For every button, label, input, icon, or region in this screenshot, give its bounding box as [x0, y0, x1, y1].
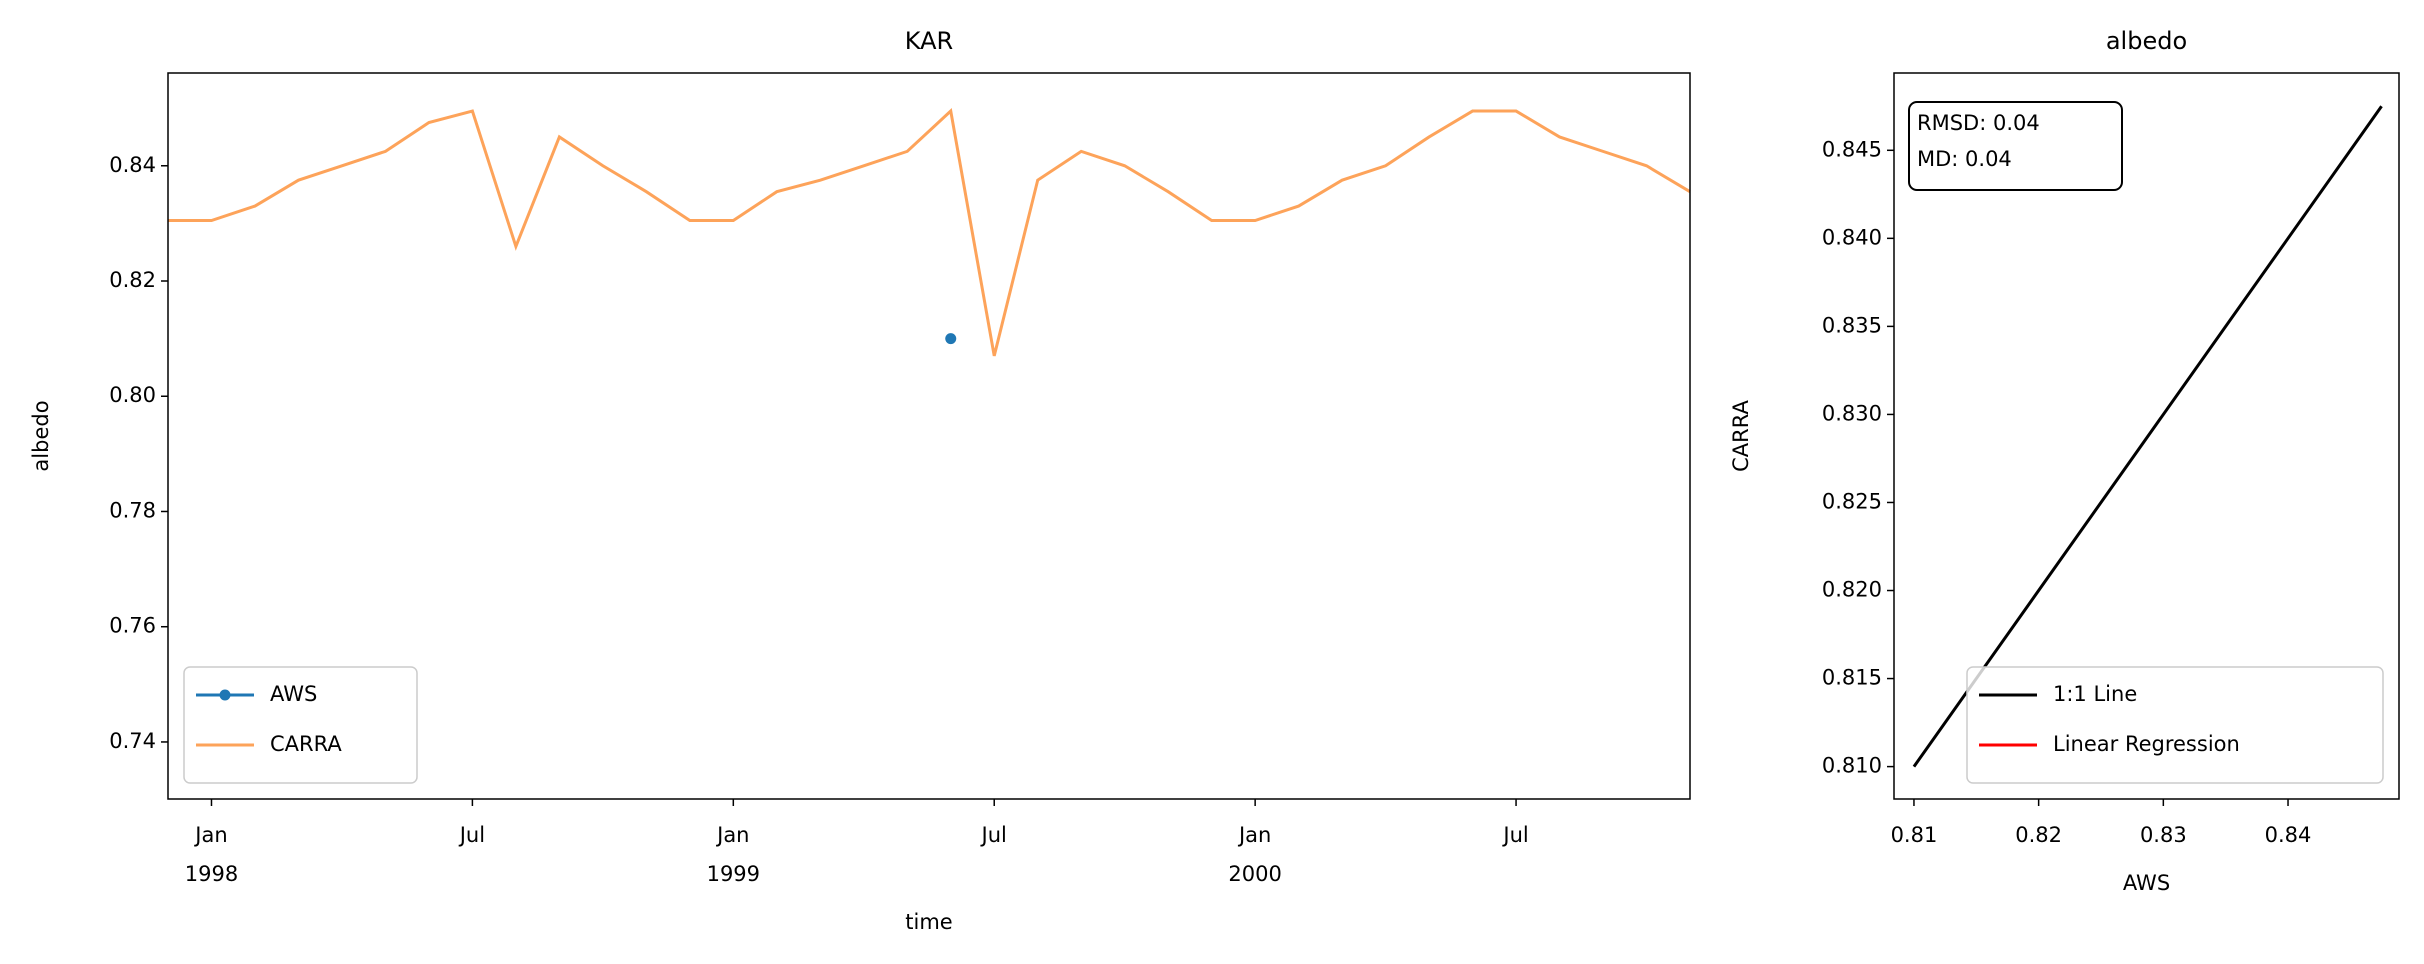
- axes-frame: [167, 72, 1691, 800]
- annotation-box: [1908, 101, 2123, 191]
- axes: albedo AWS CARRA 0.810 0.815 0.820 0.825 0.830 0…: [1729, 27, 2400, 895]
- y-tick-label: 0.825: [1822, 489, 1882, 513]
- y-tick-label: 0.820: [1822, 578, 1882, 602]
- x-tick-label: 0.83: [2140, 823, 2187, 847]
- data-point: [945, 333, 957, 345]
- x-tick-label: 0.82: [2015, 823, 2062, 847]
- y-tick-label: 0.82: [109, 268, 156, 292]
- series-line: [1912, 105, 2383, 768]
- y-tick-label: 0.810: [1822, 754, 1882, 778]
- y-tick-label: 0.84: [109, 153, 156, 177]
- legend-label: AWS: [270, 682, 317, 706]
- annotation: RMSD: 0.04: [1917, 111, 2040, 135]
- x-axis-label: AWS: [2123, 871, 2170, 895]
- y-tick-label: 0.845: [1822, 137, 1882, 161]
- legend-marker: [219, 689, 231, 701]
- x-axis-label: time: [905, 910, 952, 934]
- x-tick-label: 0.81: [1891, 823, 1938, 847]
- series-line: [168, 108, 1691, 357]
- annotation: MD: 0.04: [1917, 147, 2012, 171]
- y-tick-label: 0.80: [109, 383, 156, 407]
- x-tick-label: Jan 2000: [1228, 823, 1281, 886]
- y-tick-label: 0.840: [1822, 225, 1882, 249]
- legend-box: [1966, 666, 2384, 784]
- x-tick-label: Jan 1998: [185, 823, 238, 886]
- x-tick-label: 0.84: [2265, 823, 2312, 847]
- x-tick-label: Jul: [980, 823, 1007, 847]
- y-tick-label: 0.815: [1822, 666, 1882, 690]
- y-axis-label: CARRA: [1729, 400, 1753, 472]
- chart-title: albedo: [2106, 27, 2187, 55]
- legend-label: 1:1 Line: [2053, 682, 2137, 706]
- legend-label: CARRA: [270, 732, 342, 756]
- y-axis-label: albedo: [29, 400, 53, 471]
- x-tick-label: Jul: [1501, 823, 1528, 847]
- y-tick-label: 0.78: [109, 498, 156, 522]
- y-tick-label: 0.76: [109, 614, 156, 638]
- y-tick-label: 0.74: [109, 729, 156, 753]
- x-tick-label: Jan 1999: [707, 823, 760, 886]
- chart-title: KAR: [905, 27, 953, 55]
- axes: KAR time albedo 0.74 0.76 0.78 0.80 0.82 0.84 Jan…: [29, 27, 1691, 934]
- legend-label: Linear Regression: [2053, 732, 2240, 756]
- y-tick-label: 0.835: [1822, 313, 1882, 337]
- y-tick-label: 0.830: [1822, 401, 1882, 425]
- x-tick-label: Jul: [458, 823, 485, 847]
- axes-frame: [1893, 72, 2400, 800]
